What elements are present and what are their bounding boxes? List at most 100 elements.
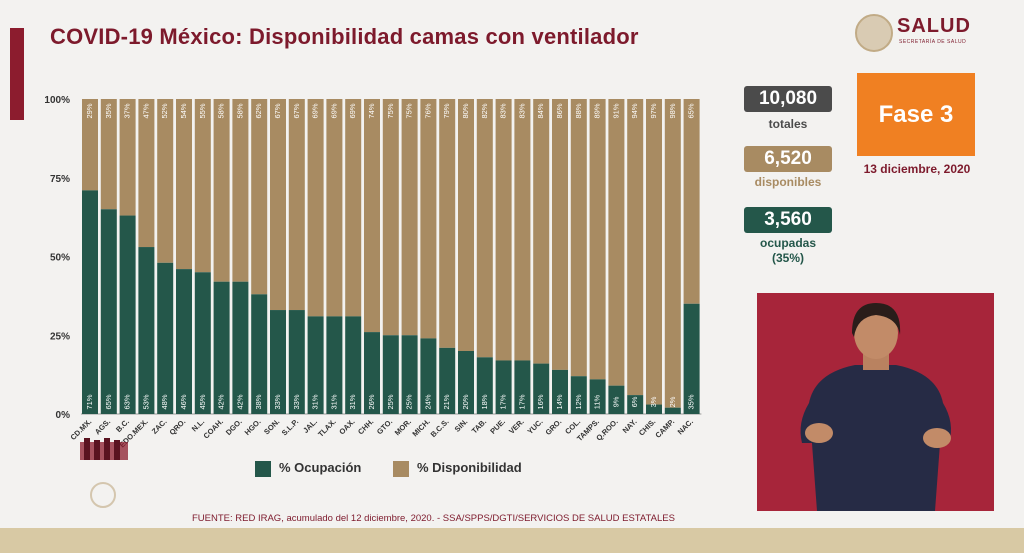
legend-swatch-available — [393, 460, 409, 477]
bar-occupancy — [288, 310, 305, 414]
label-occupancy: 26% — [367, 394, 376, 409]
label-occupancy: 42% — [217, 394, 226, 409]
label-occupancy: 24% — [423, 394, 432, 409]
x-tick-label: NAY. — [621, 417, 639, 435]
x-tick-label: VER. — [507, 417, 526, 436]
bar-occupancy — [82, 190, 98, 414]
legend-label-available: % Disponibilidad — [417, 460, 522, 475]
bar-availability — [514, 99, 531, 361]
bar-availability — [251, 99, 268, 295]
bar-occupancy — [552, 369, 568, 414]
bar-occupancy — [119, 215, 136, 414]
phase-badge: Fase 3 — [857, 73, 975, 156]
x-tick-label: S.L.P. — [280, 417, 300, 437]
x-tick-label: CAMP. — [653, 417, 676, 440]
bar-occupancy — [627, 395, 644, 414]
label-occupancy: 18% — [480, 394, 489, 409]
x-tick-label: HGO. — [243, 417, 263, 437]
label-occupancy: 12% — [574, 394, 583, 409]
y-tick-label: 50% — [50, 253, 70, 264]
y-tick-label: 100% — [44, 95, 70, 106]
label-availability: 76% — [423, 103, 432, 118]
label-occupancy: 35% — [687, 394, 696, 409]
x-tick-label: QRO. — [167, 417, 187, 437]
label-availability: 83% — [499, 103, 508, 118]
x-tick-label: NAC. — [676, 417, 695, 436]
label-occupancy: 14% — [555, 394, 564, 409]
label-availability: 86% — [555, 103, 564, 118]
bar-occupancy — [646, 404, 662, 414]
transformacion-logo-icon — [80, 438, 128, 460]
label-availability: 54% — [179, 103, 188, 118]
label-occupancy: 46% — [179, 394, 188, 409]
bar-occupancy — [345, 316, 362, 414]
label-availability: 58% — [235, 103, 244, 118]
bar-availability — [420, 99, 437, 339]
label-occupancy: 31% — [348, 394, 357, 409]
occupied-value: 3,560 — [744, 207, 832, 233]
bar-availability — [382, 99, 399, 336]
x-tick-label: COAH. — [202, 417, 225, 440]
bar-occupancy — [514, 360, 531, 414]
bar-availability — [270, 99, 286, 311]
label-availability: 79% — [442, 103, 451, 118]
bar-occupancy — [439, 347, 456, 414]
bar-availability — [232, 99, 249, 282]
label-availability: 91% — [611, 103, 620, 118]
bar-availability — [176, 99, 192, 270]
bar-availability — [627, 99, 644, 396]
page-title: COVID-19 México: Disponibilidad camas co… — [50, 24, 639, 49]
x-tick-label: DGO. — [224, 417, 244, 437]
label-occupancy: 33% — [292, 394, 301, 409]
label-availability: 82% — [480, 103, 489, 118]
x-tick-label: AGS. — [93, 417, 112, 436]
source-footer: FUENTE: RED IRAG, acumulado del 12 dicie… — [192, 513, 675, 524]
label-availability: 47% — [141, 103, 150, 118]
x-tick-label: CHH. — [356, 417, 375, 436]
label-occupancy: 9% — [611, 396, 620, 407]
label-availability: 98% — [668, 103, 677, 118]
total-label: totales — [768, 117, 808, 131]
label-availability: 58% — [217, 103, 226, 118]
bar-availability — [364, 99, 380, 333]
label-availability: 75% — [386, 103, 395, 118]
interpreter-video — [757, 293, 994, 511]
occupied-label: ocupadas — [759, 236, 816, 250]
label-availability: 80% — [461, 103, 470, 118]
label-occupancy: 16% — [536, 394, 545, 409]
interpreter-figure — [800, 303, 951, 511]
bar-availability — [100, 99, 117, 210]
bar-occupancy — [326, 316, 343, 414]
label-occupancy: 45% — [198, 394, 207, 409]
logo-text: SALUD — [897, 15, 971, 37]
bar-availability — [439, 99, 456, 348]
logo-subtitle: SECRETARÍA DE SALUD — [899, 39, 967, 45]
label-availability: 55% — [198, 103, 207, 118]
x-tick-label: YUC. — [526, 417, 545, 436]
bar-availability — [476, 99, 493, 358]
y-tick-label: 25% — [50, 331, 70, 342]
x-tick-label: TAB. — [470, 417, 488, 435]
bar-availability — [138, 99, 155, 248]
bar-availability — [82, 99, 98, 191]
label-availability: 62% — [254, 103, 263, 118]
label-availability: 52% — [160, 103, 169, 118]
label-occupancy: 53% — [141, 394, 150, 409]
label-occupancy: 65% — [104, 394, 113, 409]
y-tick-label: 0% — [56, 410, 71, 421]
label-occupancy: 31% — [329, 394, 338, 409]
bar-occupancy — [608, 385, 625, 414]
bar-occupancy — [420, 338, 437, 414]
bar-availability — [664, 99, 681, 408]
label-occupancy: 25% — [405, 394, 414, 409]
label-availability: 89% — [593, 103, 602, 118]
x-tick-label: SIN. — [453, 417, 470, 434]
label-availability: 37% — [123, 103, 132, 118]
bar-availability — [608, 99, 625, 386]
occupied-percent: (35%) — [771, 251, 804, 265]
bar-occupancy — [100, 209, 117, 414]
label-availability: 84% — [536, 103, 545, 118]
bar-occupancy — [157, 262, 174, 414]
bar-occupancy — [683, 303, 700, 414]
